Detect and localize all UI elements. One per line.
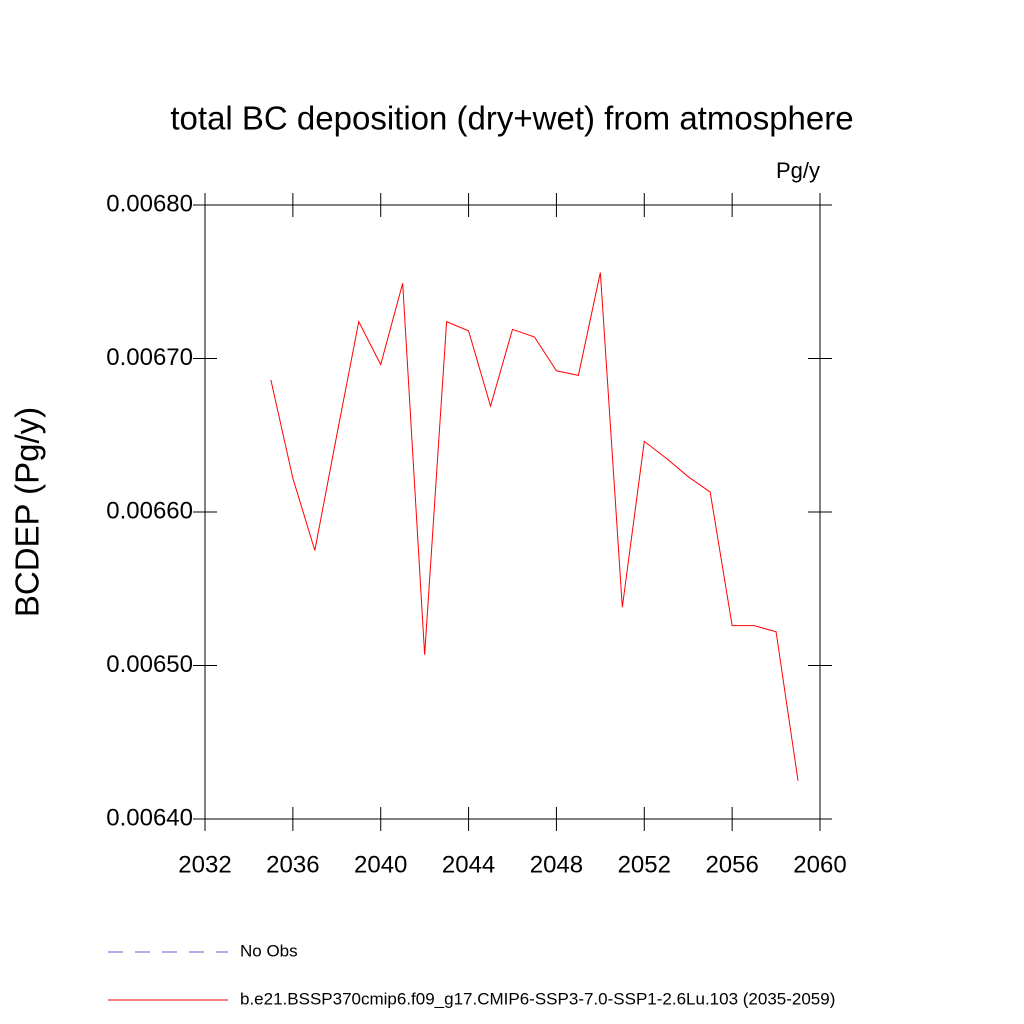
x-tick-label: 2060: [793, 851, 846, 878]
data-line: [270, 272, 799, 781]
y-tick-label: 0.00640: [106, 804, 193, 831]
y-axis-label: BCDEP (Pg/y): [9, 407, 46, 617]
x-tick-label: 2044: [442, 851, 495, 878]
y-tick-label: 0.00670: [106, 344, 193, 371]
legend-label: No Obs: [240, 941, 298, 960]
x-tick-label: 2052: [618, 851, 671, 878]
plot-frame: [204, 204, 821, 820]
x-tick-label: 2048: [530, 851, 583, 878]
y-tick-label: 0.00660: [106, 497, 193, 524]
y-tick-label: 0.00680: [106, 190, 193, 217]
legend-label: b.e21.BSSP370cmip6.f09_g17.CMIP6-SSP3-7.…: [240, 989, 835, 1008]
x-tick-label: 2036: [266, 851, 319, 878]
x-tick-label: 2056: [705, 851, 758, 878]
chart-title: total BC deposition (dry+wet) from atmos…: [170, 100, 853, 137]
x-tick-label: 2032: [178, 851, 231, 878]
x-tick-label: 2040: [354, 851, 407, 878]
units-label: Pg/y: [776, 158, 820, 183]
y-tick-label: 0.00650: [106, 651, 193, 678]
